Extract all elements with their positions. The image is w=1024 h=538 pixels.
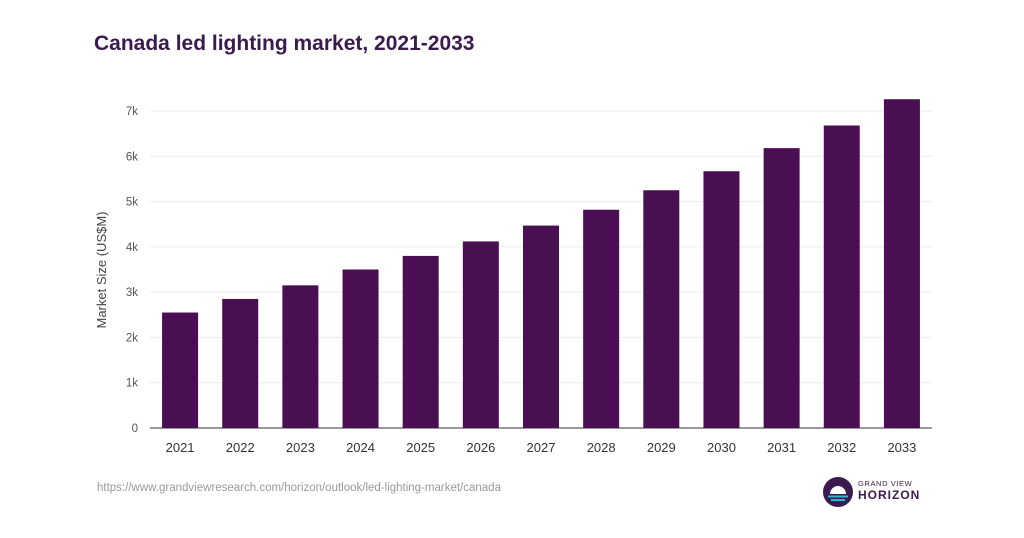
chart-title: Canada led lighting market, 2021-2033	[94, 32, 475, 55]
y-tick-label: 6k	[126, 151, 138, 163]
bar	[763, 148, 800, 429]
bar	[883, 99, 920, 429]
x-tick-label: 2021	[166, 440, 195, 455]
bar	[583, 209, 620, 428]
y-axis-label: Market Size (US$M)	[94, 211, 109, 328]
x-tick-label: 2023	[286, 440, 315, 455]
bar	[643, 190, 680, 428]
y-tick-label: 3k	[126, 287, 138, 299]
bar	[523, 225, 559, 428]
y-tick-label: 2k	[126, 332, 138, 344]
x-tick-label: 2026	[466, 440, 495, 455]
x-tick-label: 2032	[827, 440, 856, 455]
bar	[703, 171, 740, 429]
bar	[402, 255, 439, 428]
bar	[342, 269, 379, 428]
grand-view-horizon-logo[interactable]: GRAND VIEW HORIZON	[822, 476, 932, 510]
y-tick-label: 4k	[126, 242, 138, 254]
source-url[interactable]: https://www.grandviewresearch.com/horizo…	[97, 482, 501, 494]
bar	[222, 298, 259, 428]
x-tick-label: 2033	[887, 440, 916, 455]
x-tick-label: 2024	[346, 440, 375, 455]
sunrise-logo-icon	[823, 477, 853, 507]
y-tick-label: 1k	[126, 378, 138, 390]
x-tick-label: 2031	[767, 440, 796, 455]
logo-text-top: GRAND VIEW	[858, 479, 913, 488]
y-tick-label: 5k	[126, 197, 138, 209]
x-tick-label: 2030	[707, 440, 736, 455]
bar	[823, 125, 860, 429]
x-tick-label: 2027	[527, 440, 556, 455]
y-tick-label: 0	[132, 423, 138, 435]
y-tick-label: 7k	[126, 106, 138, 118]
x-tick-label: 2028	[587, 440, 616, 455]
bar	[162, 312, 199, 428]
bar	[462, 241, 499, 428]
logo-text-bottom: HORIZON	[858, 488, 921, 502]
bar	[282, 285, 319, 428]
x-tick-label: 2029	[647, 440, 676, 455]
x-tick-label: 2025	[406, 440, 435, 455]
x-tick-label: 2022	[226, 440, 255, 455]
